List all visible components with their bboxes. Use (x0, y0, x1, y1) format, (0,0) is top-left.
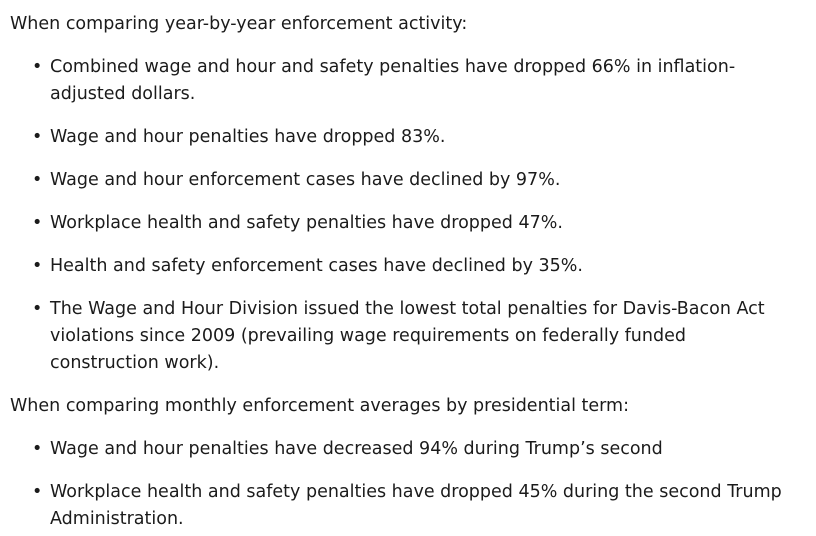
bullet-icon: • (32, 57, 43, 77)
list-item-text: Health and safety enforcement cases have… (50, 256, 583, 276)
list-item: • Workplace health and safety penalties h… (10, 479, 816, 533)
presidential-term-list: • Wage and hour penalties have decreased … (10, 436, 816, 533)
list-item: • The Wage and Hour Division issued the l… (10, 296, 816, 377)
bullet-icon: • (32, 127, 43, 147)
list-item-text: Combined wage and hour and safety penalt… (50, 57, 736, 104)
list-item: • Combined wage and hour and safety penal… (10, 54, 816, 108)
list-item-text: Wage and hour penalties have dropped 83%… (50, 127, 446, 147)
list-item: • Wage and hour enforcement cases have de… (10, 167, 816, 194)
bullet-icon: • (32, 439, 43, 459)
list-item: • Workplace health and safety penalties h… (10, 210, 816, 237)
bullet-icon: • (32, 482, 43, 502)
list-item-text: Wage and hour enforcement cases have dec… (50, 170, 561, 190)
section-intro-presidential-term: When comparing monthly enforcement avera… (10, 396, 629, 416)
list-item-text: Wage and hour penalties have decreased 9… (50, 439, 663, 459)
section-intro-year-by-year: When comparing year-by-year enforcement … (10, 14, 468, 34)
list-item-text: Workplace health and safety penalties ha… (50, 213, 563, 233)
bullet-icon: • (32, 213, 43, 233)
bullet-icon: • (32, 256, 43, 276)
list-item-text: Workplace health and safety penalties ha… (50, 482, 782, 529)
list-item-text: The Wage and Hour Division issued the lo… (50, 299, 765, 373)
list-item: • Health and safety enforcement cases hav… (10, 253, 816, 280)
bullet-icon: • (32, 170, 43, 190)
year-by-year-list: • Combined wage and hour and safety penal… (10, 54, 816, 377)
list-item: • Wage and hour penalties have dropped 83… (10, 124, 816, 151)
list-item: • Wage and hour penalties have decreased … (10, 436, 816, 463)
bullet-icon: • (32, 299, 43, 319)
